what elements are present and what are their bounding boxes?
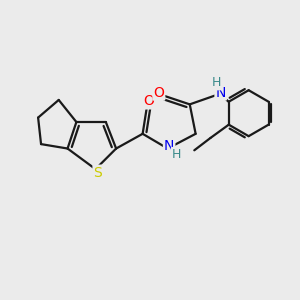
Text: O: O: [153, 85, 164, 100]
Text: H: H: [212, 76, 221, 89]
Text: S: S: [94, 166, 102, 180]
Text: O: O: [143, 94, 154, 108]
Text: N: N: [215, 85, 226, 100]
Text: H: H: [172, 148, 181, 161]
Text: N: N: [164, 139, 174, 153]
